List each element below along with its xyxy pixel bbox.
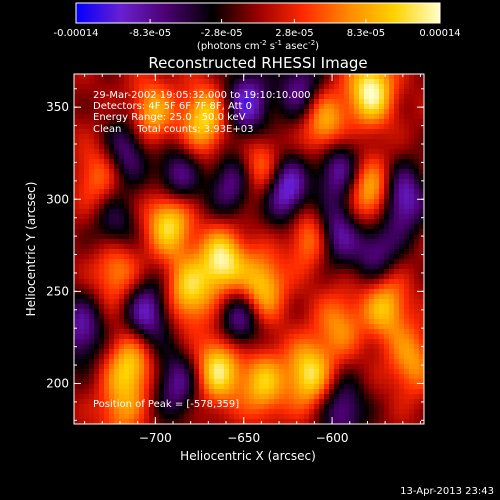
- info-line-time: 29-Mar-2002 19:05:32.000 to 19:10:10.000: [93, 90, 311, 101]
- y-tick-label: 300: [46, 192, 69, 206]
- axis-ticks: −700 −650 −600 200 250 300 350: [46, 74, 424, 445]
- info-line-energy: Energy Range: 25.0 - 50.0 keV: [93, 112, 246, 123]
- info-line-detectors: Detectors: 4F 5F 6F 7F 8F, Att 0: [93, 101, 252, 112]
- colorbar-ticks: -0.00014 -8.3e-05 -2.8e-05 2.8e-05 8.3e-05 0.…: [54, 19, 461, 39]
- colorbar-tick-label: -0.00014: [54, 28, 99, 39]
- heatmap-image: [74, 74, 424, 424]
- y-tick-label: 350: [46, 100, 69, 114]
- colorbar-tick-label: 8.3e-05: [347, 28, 385, 39]
- colorbar: -0.00014 -8.3e-05 -2.8e-05 2.8e-05 8.3e-05 0.…: [54, 2, 461, 52]
- x-tick-label: −600: [316, 431, 349, 445]
- info-overlay: 29-Mar-2002 19:05:32.000 to 19:10:10.000…: [93, 90, 311, 410]
- colorbar-gradient: [75, 2, 441, 24]
- render-timestamp: 13-Apr-2013 23:43: [400, 486, 494, 497]
- x-tick-label: −700: [139, 431, 172, 445]
- colorbar-tick-label: -2.8e-05: [201, 28, 243, 39]
- y-tick-label: 200: [46, 376, 69, 390]
- colorbar-tick-label: 2.8e-05: [275, 28, 313, 39]
- colorbar-units: (photons cm-2 s-1 asec-2): [197, 39, 319, 52]
- plot-frame: [73, 73, 425, 425]
- image-panel: −700 −650 −600 200 250 300 350: [46, 73, 425, 445]
- colorbar-tick-label: -8.3e-05: [129, 28, 171, 39]
- chart-title: Reconstructed RHESSI Image: [148, 54, 367, 72]
- peak-position-label: Position of Peak = [-578,359]: [93, 399, 239, 410]
- colorbar-tick-label: 0.00014: [419, 28, 460, 39]
- info-line-counts: Clean Total counts: 3.93E+03: [93, 124, 253, 135]
- x-tick-label: −650: [227, 431, 260, 445]
- y-tick-label: 250: [46, 284, 69, 298]
- y-axis-label: Heliocentric Y (arcsec): [24, 182, 38, 317]
- x-axis-label: Heliocentric X (arcsec): [180, 449, 316, 463]
